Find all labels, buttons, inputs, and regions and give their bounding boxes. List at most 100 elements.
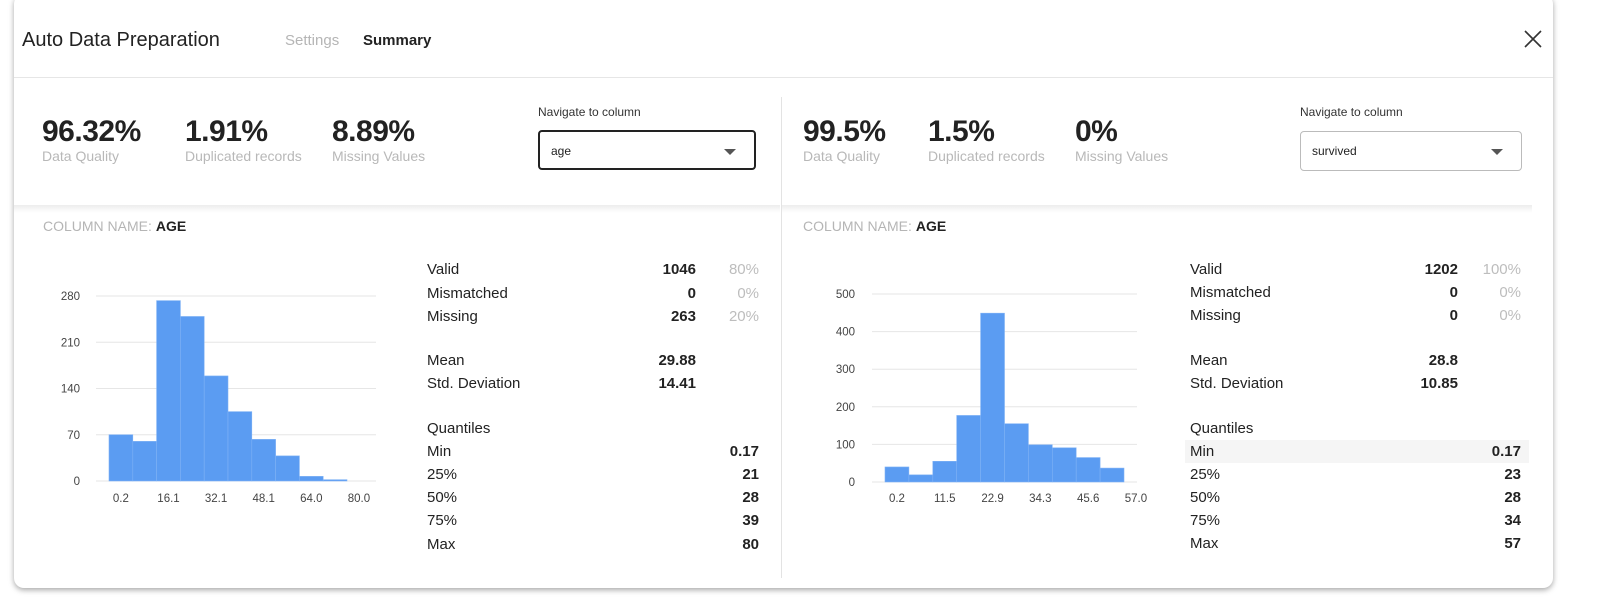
histogram-bar — [275, 455, 300, 482]
y-tick-label: 500 — [836, 289, 855, 301]
y-tick-label: 0 — [74, 476, 80, 488]
stat-value: 10.85 — [1420, 375, 1458, 392]
quantile-row: 75% 39 — [427, 509, 767, 532]
histogram-bar — [980, 312, 1005, 483]
quantile-value: 0.17 — [729, 443, 759, 460]
quantile-row: 25% 23 — [1185, 463, 1529, 486]
duplicated-records-value: 1.5% — [928, 115, 995, 148]
y-tick-label: 140 — [61, 384, 80, 396]
histogram-bar — [932, 461, 958, 483]
quantile-row: 25% 21 — [427, 463, 767, 486]
x-tick-label: 57.0 — [1125, 493, 1147, 505]
stat-label: Valid — [427, 261, 460, 278]
stat-value: 263 — [670, 308, 696, 325]
stat-percent: 80% — [728, 261, 759, 278]
stat-label: Missing — [427, 308, 478, 325]
caret-down-icon — [724, 149, 736, 155]
tab-summary[interactable]: Summary — [363, 32, 432, 49]
stat-row-mismatched: Mismatched 0 0% — [1185, 281, 1529, 304]
stat-row-mean: Mean 29.88 — [427, 349, 767, 372]
stat-value: 1202 — [1424, 261, 1458, 278]
stat-row-std: Std. Deviation 10.85 — [1185, 372, 1529, 395]
quantile-label: 25% — [427, 466, 458, 483]
panel-divider — [781, 97, 782, 578]
column-name-value: AGE — [155, 218, 187, 234]
y-tick-label: 100 — [836, 439, 855, 451]
x-tick-label: 80.0 — [348, 493, 370, 505]
histogram-bar — [884, 466, 910, 483]
y-tick-label: 0 — [849, 477, 855, 489]
y-tick-label: 400 — [836, 327, 855, 339]
quantile-label: Max — [1190, 535, 1219, 552]
stat-label: Mean — [427, 352, 465, 369]
stat-row-valid: Valid 1202 100% — [1185, 258, 1529, 281]
histogram-bar — [203, 375, 229, 482]
histogram-bar — [156, 300, 181, 482]
close-icon[interactable] — [1522, 28, 1544, 50]
x-tick-label: 16.1 — [157, 493, 179, 505]
section-shadow — [782, 205, 1532, 213]
stat-label: Std. Deviation — [427, 375, 521, 392]
stat-value: 28.8 — [1428, 352, 1458, 369]
quantile-value: 39 — [742, 512, 759, 529]
x-tick-label: 64.0 — [300, 493, 322, 505]
x-tick-label: 48.1 — [253, 493, 275, 505]
missing-values-value: 0% — [1075, 115, 1118, 148]
duplicated-records-label: Duplicated records — [185, 148, 302, 164]
histogram-bar — [108, 434, 134, 482]
quantile-row-highlighted: Min 0.17 — [1185, 440, 1529, 463]
stat-row-missing: Missing 0 0% — [1185, 304, 1529, 327]
quantile-row: 75% 34 — [1185, 509, 1529, 532]
data-quality-value: 99.5% — [803, 115, 886, 148]
tab-settings[interactable]: Settings — [285, 32, 340, 49]
stat-label: Valid — [1190, 261, 1223, 278]
dialog-title: Auto Data Preparation — [22, 29, 220, 51]
quantile-label: 50% — [427, 489, 458, 506]
stat-value: 14.41 — [658, 375, 696, 392]
quantiles-heading: Quantiles — [427, 417, 767, 440]
navigate-label: Navigate to column — [538, 105, 641, 119]
quantile-value: 80 — [742, 536, 759, 553]
auto-data-preparation-dialog — [14, 0, 1553, 588]
x-tick-label: 11.5 — [934, 493, 956, 505]
quantile-row: 50% 28 — [1185, 486, 1529, 509]
x-tick-label: 22.9 — [981, 493, 1003, 505]
missing-values-label: Missing Values — [1075, 148, 1169, 164]
column-select[interactable]: survived — [1300, 131, 1522, 171]
stat-value: 0 — [1449, 284, 1458, 301]
stat-label: Mismatched — [1190, 284, 1271, 301]
stat-row-missing: Missing 263 20% — [427, 305, 767, 328]
x-tick-label: 34.3 — [1029, 493, 1051, 505]
histogram-bar — [908, 474, 934, 483]
stat-row-valid: Valid 1046 80% — [427, 258, 767, 281]
y-tick-label: 300 — [836, 364, 855, 376]
column-select-value: survived — [1312, 144, 1357, 158]
quantile-value: 28 — [1504, 489, 1521, 506]
quantile-value: 57 — [1504, 535, 1521, 552]
navigate-label: Navigate to column — [1300, 105, 1403, 119]
quantile-value: 0.17 — [1491, 443, 1521, 460]
histogram-bar — [227, 411, 253, 482]
x-tick-label: 45.6 — [1077, 493, 1099, 505]
header-divider — [14, 77, 1553, 78]
stat-label: Mean — [1190, 352, 1228, 369]
y-tick-label: 70 — [67, 430, 80, 442]
column-select[interactable]: age — [538, 130, 756, 170]
quantile-value: 28 — [742, 489, 759, 506]
histogram-bar — [956, 415, 981, 483]
quantile-row: 50% 28 — [427, 486, 767, 509]
missing-values-value: 8.89% — [332, 115, 415, 148]
quantiles-heading: Quantiles — [1185, 417, 1529, 440]
quantile-value: 21 — [742, 466, 759, 483]
column-name-label: COLUMN NAME: — [43, 218, 152, 234]
x-tick-label: 0.2 — [113, 493, 129, 505]
y-tick-label: 200 — [836, 402, 855, 414]
quantile-row: Max 57 — [1185, 532, 1529, 555]
stat-row-mean: Mean 28.8 — [1185, 349, 1529, 372]
histogram-bar — [1004, 423, 1029, 483]
data-quality-value: 96.32% — [42, 115, 141, 148]
histogram-bar — [132, 441, 157, 482]
y-tick-label: 280 — [61, 291, 80, 303]
histogram-bar — [322, 479, 348, 482]
stat-row-mismatched: Mismatched 0 0% — [427, 282, 767, 305]
